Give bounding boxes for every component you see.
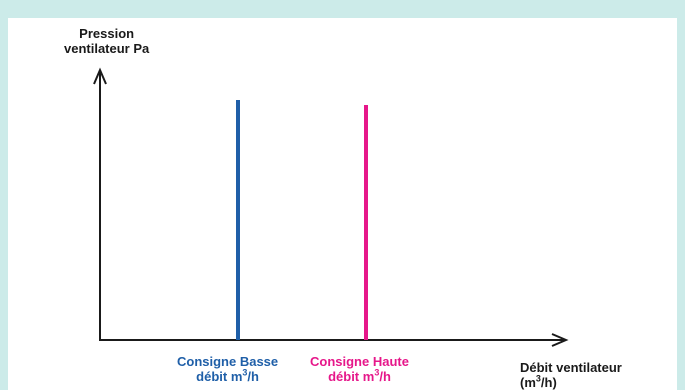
high-setpoint-label: Consigne Haute débit m3/h xyxy=(310,354,409,384)
high-setpoint-label-line2: débit m3/h xyxy=(328,367,391,384)
y-axis-arrowhead xyxy=(93,67,107,85)
x-axis-label-line2: (m3/h) xyxy=(520,373,557,390)
x-axis-arrowhead xyxy=(551,333,569,347)
high-setpoint-label-line1: Consigne Haute xyxy=(310,354,409,369)
x-axis-label: Débit ventilateur (m3/h) xyxy=(520,360,622,390)
low-setpoint-label-line1: Consigne Basse xyxy=(177,354,279,369)
diagram-canvas xyxy=(93,67,569,347)
low-setpoint-label: Consigne Basse débit m3/h xyxy=(177,354,278,384)
y-axis-label-line2: ventilateur Pa xyxy=(64,41,150,56)
y-axis-label-line1: Pression xyxy=(79,26,135,41)
y-axis-label: Pression ventilateur Pa xyxy=(64,26,149,56)
diagram-panel: Pression ventilateur Pa Consigne Basse d… xyxy=(8,18,677,390)
low-setpoint-label-line2: débit m3/h xyxy=(196,367,259,384)
x-axis-label-line1: Débit ventilateur xyxy=(520,360,622,375)
